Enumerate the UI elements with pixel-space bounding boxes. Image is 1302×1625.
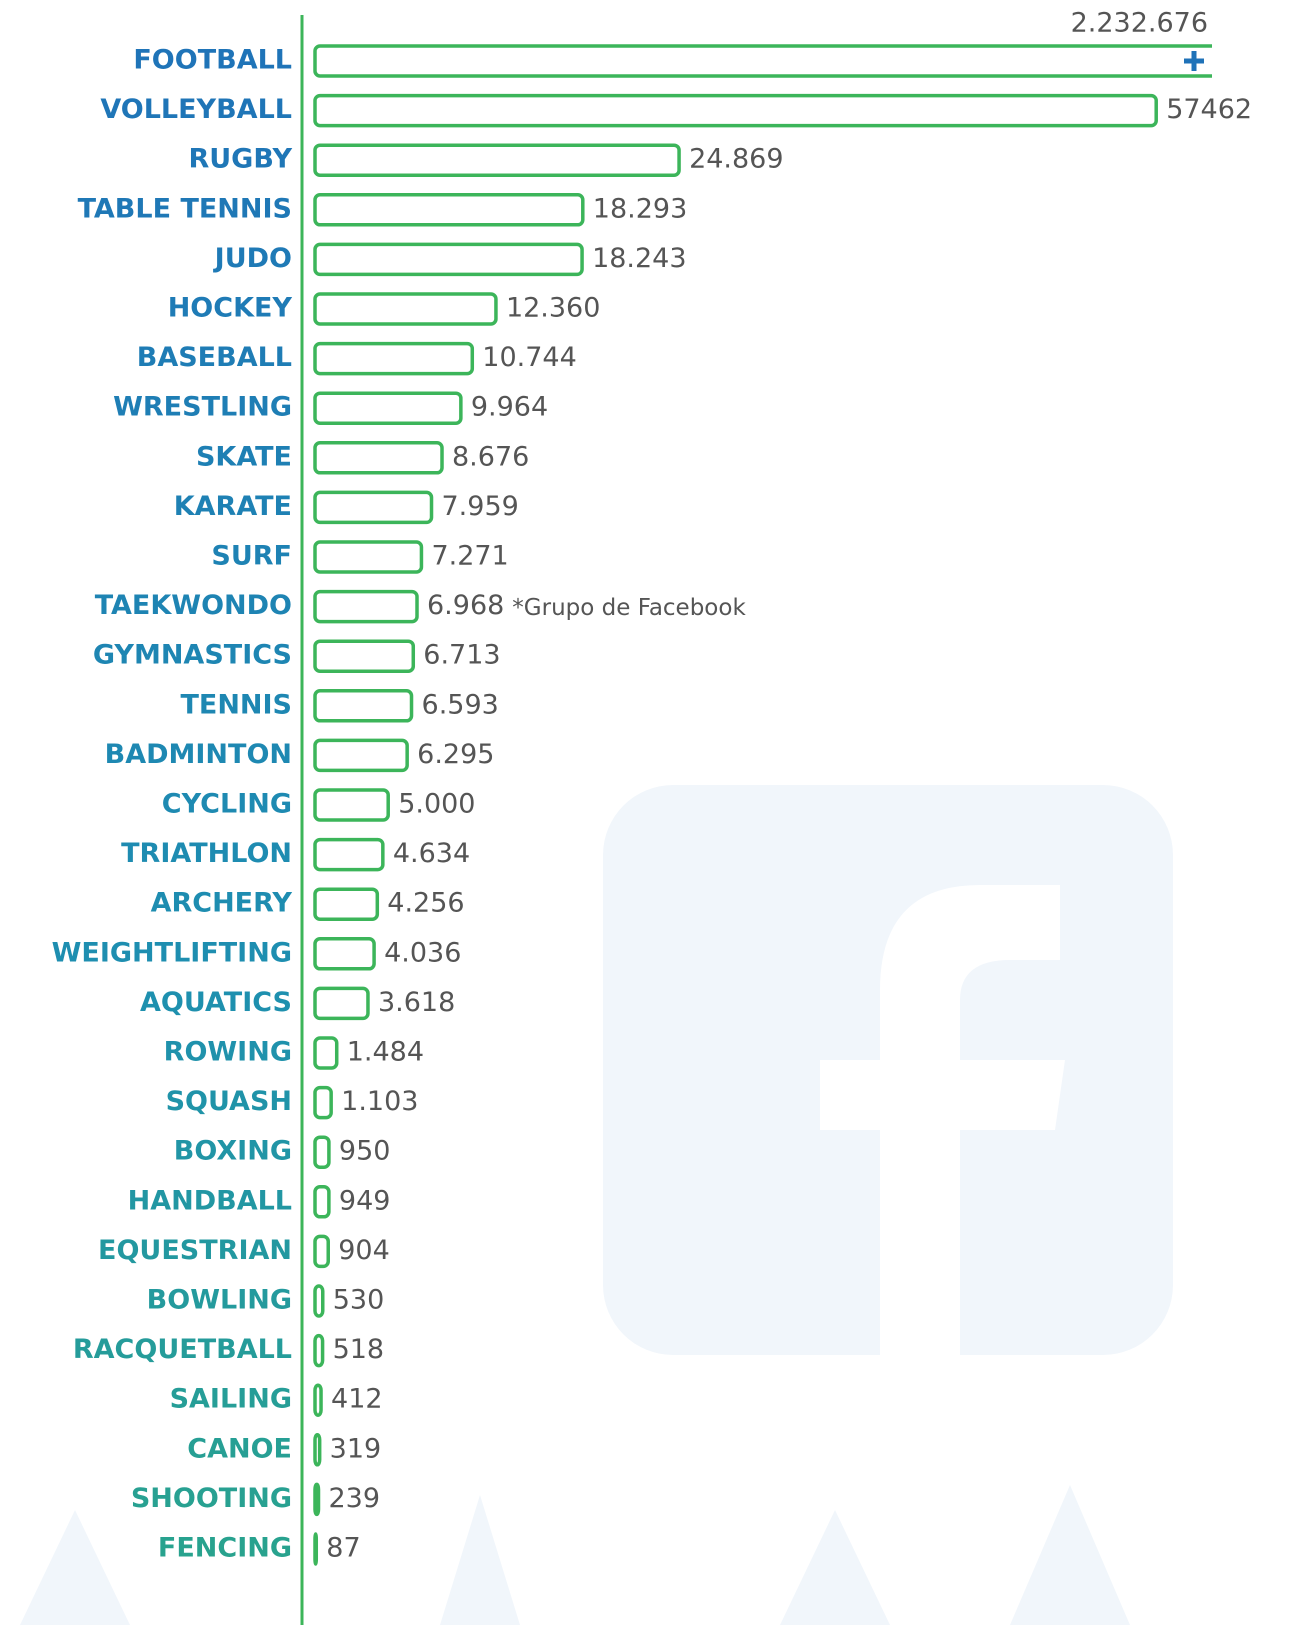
- value-label: 12.360: [506, 293, 600, 324]
- category-label: AQUATICS: [140, 987, 292, 1018]
- bar: [313, 193, 585, 227]
- bar: [313, 490, 434, 525]
- value-label: 6.968: [427, 590, 504, 621]
- category-label: ARCHERY: [151, 888, 293, 919]
- bar: [313, 1333, 325, 1368]
- value-label: 5.000: [398, 789, 475, 820]
- category-label: TAEKWONDO: [95, 590, 292, 621]
- category-label: FENCING: [158, 1533, 292, 1564]
- bar: [313, 1185, 331, 1219]
- category-label: CANOE: [187, 1433, 292, 1464]
- category-label: SKATE: [196, 441, 292, 472]
- bar: [313, 44, 1212, 78]
- category-label: RUGBY: [188, 144, 292, 175]
- value-label: 949: [339, 1185, 391, 1216]
- bar: [313, 242, 584, 277]
- category-label: BASEBALL: [137, 342, 292, 373]
- value-label: 7.271: [431, 541, 508, 572]
- value-label: 6.295: [417, 739, 494, 770]
- bar: [313, 441, 444, 475]
- bar: [313, 341, 475, 376]
- value-label: 4.634: [393, 838, 470, 869]
- category-label: JUDO: [213, 243, 292, 274]
- annotation: *Grupo de Facebook: [512, 595, 746, 621]
- category-label: FOOTBALL: [133, 45, 292, 76]
- bars: [313, 44, 1212, 1566]
- bar: [313, 1482, 321, 1517]
- bar: [313, 93, 1158, 128]
- category-label: TENNIS: [180, 689, 292, 720]
- value-label: 18.243: [592, 243, 686, 274]
- bar: [313, 292, 498, 326]
- bar: [313, 837, 385, 872]
- value-label: 8.676: [452, 441, 529, 472]
- bar: [313, 540, 424, 574]
- bar: [313, 788, 390, 822]
- bar: [313, 1085, 333, 1120]
- category-label: ROWING: [164, 1037, 292, 1068]
- category-label: BOWLING: [147, 1285, 292, 1316]
- bar: [313, 391, 463, 425]
- value-label: 7.959: [442, 491, 519, 522]
- bar: [313, 1284, 325, 1318]
- category-label: SURF: [211, 541, 292, 572]
- bar: [313, 639, 416, 673]
- bar: [313, 143, 681, 177]
- bar: [313, 738, 409, 773]
- value-label: 18.293: [593, 193, 687, 224]
- bar: [313, 1135, 331, 1169]
- category-label: SAILING: [170, 1384, 292, 1415]
- value-label: 3.618: [378, 987, 455, 1018]
- value-label: 6.713: [423, 640, 500, 671]
- value-label: 87: [326, 1533, 360, 1564]
- value-label: 57462: [1166, 94, 1252, 125]
- bar: [313, 1532, 319, 1566]
- value-label: 4.036: [384, 937, 461, 968]
- category-label: KARATE: [174, 491, 292, 522]
- category-label: TRIATHLON: [121, 838, 292, 869]
- bar: [313, 1234, 330, 1269]
- bar: [313, 589, 419, 624]
- category-label: SQUASH: [166, 1086, 292, 1117]
- category-label: VOLLEYBALL: [100, 94, 292, 125]
- value-label: 6.593: [422, 689, 499, 720]
- category-label: HANDBALL: [128, 1185, 292, 1216]
- value-label: 1.484: [347, 1037, 424, 1068]
- value-label: 904: [338, 1235, 390, 1266]
- category-label: BADMINTON: [105, 739, 292, 770]
- watermark: [20, 785, 1173, 1625]
- value-label: 319: [330, 1433, 382, 1464]
- category-label: TABLE TENNIS: [78, 193, 292, 224]
- bar: [313, 937, 376, 971]
- value-label: 518: [333, 1334, 385, 1365]
- bar: [313, 887, 380, 921]
- bar: [313, 1383, 323, 1417]
- value-label: 950: [339, 1136, 391, 1167]
- category-label: EQUESTRIAN: [98, 1235, 292, 1266]
- value-label: 4.256: [387, 888, 464, 919]
- category-label: WRESTLING: [113, 392, 292, 423]
- value-label: 530: [333, 1285, 385, 1316]
- category-label: WEIGHTLIFTING: [52, 937, 292, 968]
- value-label: 412: [331, 1384, 383, 1415]
- bar: [313, 986, 370, 1021]
- category-label: RACQUETBALL: [73, 1334, 292, 1365]
- value-label: 24.869: [689, 144, 783, 175]
- value-label: 1.103: [341, 1086, 418, 1117]
- category-label: CYCLING: [162, 789, 292, 820]
- value-label: 10.744: [482, 342, 576, 373]
- category-label: GYMNASTICS: [93, 640, 292, 671]
- value-label: 239: [328, 1483, 380, 1514]
- category-label: BOXING: [174, 1136, 292, 1167]
- category-label: SHOOTING: [131, 1483, 292, 1514]
- bar: [313, 1433, 322, 1467]
- overflow-marker: [1184, 51, 1204, 71]
- value-label: 9.964: [471, 392, 548, 423]
- bar: [313, 1036, 339, 1070]
- category-label: HOCKEY: [168, 293, 293, 324]
- value-label: 2.232.676: [1071, 8, 1208, 39]
- bar: [313, 689, 414, 723]
